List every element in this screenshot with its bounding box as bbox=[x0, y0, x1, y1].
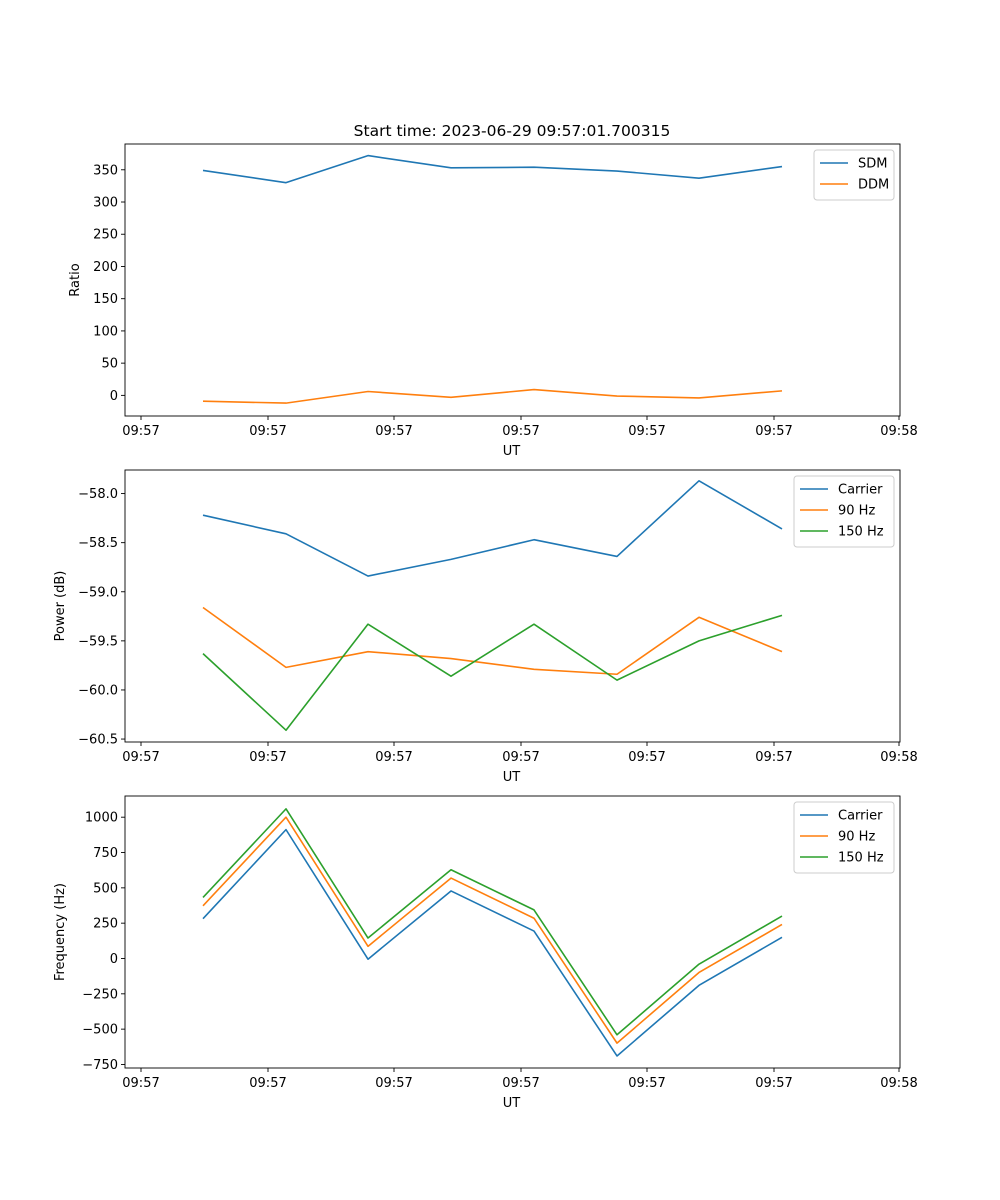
x-tick-label: 09:57 bbox=[375, 750, 412, 765]
ratio-panel: 09:57 09:57 09:57 09:57 09:57 09:57 09:5809:57… bbox=[68, 143, 918, 459]
frequency-panel: 09:57 09:57 09:57 09:57 09:57 09:57 09:5809:57… bbox=[53, 795, 918, 1111]
chart-title: Start time: 2023-06-29 09:57:01.700315 bbox=[354, 122, 671, 140]
x-tick-label: 09:57 bbox=[755, 750, 792, 765]
y-tick-label: −60.0 bbox=[78, 683, 118, 698]
x-axis-title: UT bbox=[503, 770, 521, 785]
y-tick-label: −250 bbox=[82, 987, 118, 1002]
y-tick-label: 150 bbox=[93, 292, 118, 307]
y-tick-label: 300 bbox=[93, 196, 118, 211]
plot-frame bbox=[124, 795, 901, 1069]
x-tick-label: 09:57 bbox=[755, 750, 792, 765]
x-tick-label: 09:57 bbox=[755, 1076, 792, 1091]
x-tick-label: 09:57 bbox=[375, 1076, 412, 1091]
y-tick-label: −58.5 bbox=[78, 536, 118, 551]
series-line-150-hz bbox=[202, 808, 783, 1036]
y-tick-label: −60.5 bbox=[78, 733, 118, 748]
y-tick-label: −59.5 bbox=[78, 634, 118, 649]
series-line-90-hz bbox=[202, 816, 783, 1044]
legend-label: DDM bbox=[858, 178, 889, 193]
legend-label: 150 Hz bbox=[838, 525, 884, 540]
y-axis-title: Frequency (Hz) bbox=[53, 883, 68, 981]
x-tick-label: 09:57 bbox=[755, 424, 792, 439]
x-axis-title: UT bbox=[503, 444, 521, 459]
y-tick-label: 350 bbox=[93, 163, 118, 178]
y-tick-label: −500 bbox=[82, 1023, 118, 1038]
y-axis-title: Power (dB) bbox=[53, 571, 68, 642]
y-tick-label: 50 bbox=[101, 357, 118, 372]
series-line-carrier bbox=[202, 828, 783, 1057]
x-tick-label: 09:57 bbox=[755, 1076, 792, 1091]
y-tick-label: 250 bbox=[93, 917, 118, 932]
x-tick-label: 09:58 bbox=[880, 424, 917, 439]
x-tick-label: 09:57 bbox=[249, 750, 286, 765]
x-tick-label: 09:57 bbox=[122, 424, 159, 439]
y-tick-label: 100 bbox=[93, 324, 118, 339]
y-tick-label: 200 bbox=[93, 260, 118, 275]
y-tick-label: 0 bbox=[110, 952, 118, 967]
legend-label: 150 Hz bbox=[838, 851, 884, 866]
y-tick-label: 250 bbox=[93, 228, 118, 243]
plot-frame bbox=[124, 469, 901, 743]
series-line-carrier bbox=[202, 479, 783, 577]
x-tick-label: 09:57 bbox=[375, 424, 412, 439]
y-tick-label: 1000 bbox=[85, 811, 118, 826]
x-tick-label: 09:57 bbox=[249, 424, 286, 439]
x-axis-title: UT bbox=[503, 1096, 521, 1111]
legend-label: SDM bbox=[858, 157, 887, 172]
legend: Carrier 90 Hz 150 Hz bbox=[793, 801, 895, 874]
x-tick-label: 09:57 bbox=[502, 1076, 539, 1091]
x-tick-label: 09:57 bbox=[502, 750, 539, 765]
legend-label: Carrier bbox=[838, 809, 883, 824]
x-tick-label: 09:57 bbox=[249, 1076, 286, 1091]
x-tick-label: 09:57 bbox=[502, 424, 539, 439]
y-tick-label: −59.0 bbox=[78, 585, 118, 600]
legend: SDM DDM bbox=[813, 149, 895, 201]
x-tick-label: 09:57 bbox=[628, 1076, 665, 1091]
x-tick-label: 09:57 bbox=[122, 750, 159, 765]
y-tick-label: 500 bbox=[93, 881, 118, 896]
legend-label: 90 Hz bbox=[838, 830, 875, 845]
y-tick-label: 0 bbox=[110, 389, 118, 404]
y-tick-label: −58.0 bbox=[78, 487, 118, 502]
x-tick-label: 09:58 bbox=[880, 750, 917, 765]
legend-frame bbox=[793, 801, 895, 874]
power-panel: 09:57 09:57 09:57 09:57 09:57 09:57 09:5809:57… bbox=[53, 469, 918, 785]
legend: Carrier 90 Hz 150 Hz bbox=[793, 475, 895, 548]
x-tick-label: 09:57 bbox=[628, 750, 665, 765]
y-tick-label: 750 bbox=[93, 846, 118, 861]
x-tick-label: 09:57 bbox=[628, 424, 665, 439]
series-line-ddm bbox=[202, 388, 783, 404]
series-line-sdm bbox=[202, 154, 783, 184]
x-tick-label: 09:57 bbox=[122, 1076, 159, 1091]
legend-label: Carrier bbox=[838, 483, 883, 498]
legend-label: 90 Hz bbox=[838, 504, 875, 519]
x-tick-label: 09:58 bbox=[880, 1076, 917, 1091]
y-axis-title: Ratio bbox=[68, 263, 83, 296]
y-tick-label: −750 bbox=[82, 1058, 118, 1073]
x-tick-label: 09:57 bbox=[755, 424, 792, 439]
series-line-90-hz bbox=[202, 606, 783, 676]
series-line-150-hz bbox=[202, 614, 783, 732]
plot-frame bbox=[124, 143, 901, 417]
legend-frame bbox=[793, 475, 895, 548]
